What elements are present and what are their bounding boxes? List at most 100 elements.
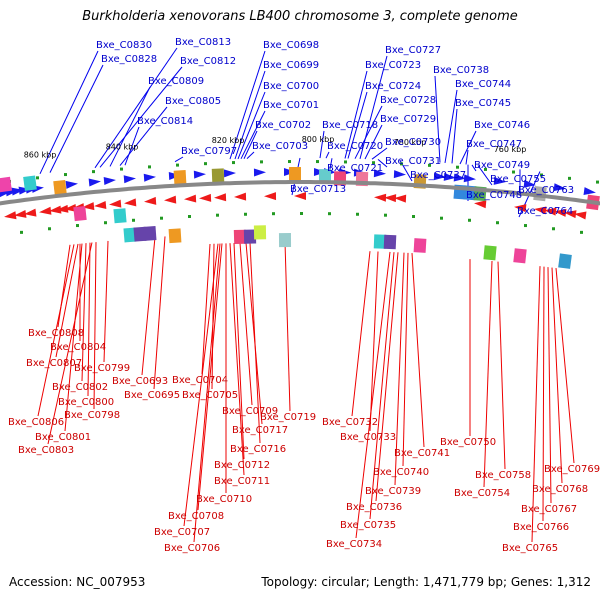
rna-mark bbox=[384, 213, 387, 217]
bottom-gene-label: Bxe_C0765 bbox=[502, 543, 558, 554]
bottom-gene-label: Bxe_C0799 bbox=[74, 363, 130, 374]
bottom-leader-line bbox=[249, 242, 261, 444]
bottom-leader-line bbox=[411, 253, 425, 448]
tick-label: 800 kbp bbox=[302, 135, 335, 144]
reverse-gene bbox=[564, 210, 577, 219]
bottom-gene-label: Bxe_C0804 bbox=[50, 342, 106, 353]
top-leader-line bbox=[325, 151, 330, 159]
top-leader-line bbox=[243, 130, 258, 159]
chromosome-backbone bbox=[0, 180, 600, 206]
reverse-gene-shape bbox=[574, 211, 587, 220]
reverse-gene-shape bbox=[124, 198, 137, 207]
bottom-gene-label: Bxe_C0739 bbox=[365, 486, 421, 497]
top-leader-line bbox=[434, 75, 441, 163]
reverse-gene bbox=[374, 193, 387, 202]
reverse-gene-shape bbox=[164, 195, 177, 204]
reverse-gene bbox=[64, 203, 77, 212]
forward-gene bbox=[65, 180, 78, 189]
bottom-gene-label: Bxe_C0704 bbox=[172, 375, 228, 386]
reverse-gene-shape bbox=[554, 208, 567, 217]
bottom-leader-line bbox=[87, 242, 91, 397]
forward-gene bbox=[583, 187, 596, 195]
forward-gene-shape bbox=[523, 179, 536, 188]
top-leader-line bbox=[174, 156, 184, 163]
top-gene-label: Bxe_C0713 bbox=[290, 184, 346, 195]
top-gene-label: Bxe_C0724 bbox=[365, 81, 421, 92]
bottom-gene-label: Bxe_C0732 bbox=[322, 417, 378, 428]
reverse-gene bbox=[264, 192, 277, 201]
rna-mark bbox=[120, 167, 123, 171]
forward-gene bbox=[88, 178, 101, 187]
bottom-gene-label: Bxe_C0733 bbox=[340, 432, 396, 443]
reverse-gene-shape bbox=[534, 206, 547, 215]
forward-gene-shape bbox=[223, 169, 236, 178]
top-gene-label: Bxe_C0731 bbox=[385, 156, 441, 167]
forward-gene bbox=[433, 172, 446, 181]
reverse-gene bbox=[544, 207, 557, 216]
tick-label: 860 kbp bbox=[24, 151, 57, 160]
top-gene-label: Bxe_C0797 bbox=[181, 146, 237, 157]
gene-category-block bbox=[558, 253, 572, 269]
gene-category-block bbox=[253, 225, 267, 240]
gene-category-block bbox=[288, 166, 302, 182]
top-gene-label: Bxe_C0700 bbox=[263, 81, 319, 92]
forward-gene-shape bbox=[65, 180, 78, 189]
bottom-gene-label: Bxe_C0707 bbox=[154, 527, 210, 538]
forward-gene bbox=[523, 179, 536, 188]
top-gene-label: Bxe_C0828 bbox=[101, 54, 157, 65]
top-leader-line bbox=[39, 50, 99, 175]
reverse-gene-shape bbox=[294, 192, 306, 200]
rna-mark bbox=[580, 230, 583, 234]
bottom-leader-line bbox=[229, 243, 245, 476]
rna-mark bbox=[204, 162, 207, 166]
reverse-gene bbox=[214, 193, 227, 202]
rna-mark bbox=[484, 167, 487, 171]
top-gene-label: Bxe_C0738 bbox=[433, 65, 489, 76]
gene-category-block bbox=[133, 226, 147, 242]
forward-gene-shape bbox=[443, 172, 456, 181]
gene-category-block bbox=[113, 208, 127, 224]
reverse-gene bbox=[294, 192, 306, 200]
rna-mark bbox=[76, 224, 79, 228]
top-gene-label: Bxe_C0729 bbox=[380, 114, 436, 125]
rna-mark bbox=[344, 160, 347, 164]
reverse-gene bbox=[94, 200, 107, 209]
accession-text: Accession: NC_007953 bbox=[9, 575, 146, 589]
rna-mark bbox=[92, 170, 95, 174]
gene-category-block bbox=[173, 170, 187, 185]
bottom-gene-label: Bxe_C0708 bbox=[168, 511, 224, 522]
rna-mark bbox=[328, 212, 331, 216]
bottom-gene-label: Bxe_C0736 bbox=[346, 502, 402, 513]
top-gene-label: Bxe_C0702 bbox=[255, 120, 311, 131]
reverse-gene bbox=[109, 199, 122, 208]
top-gene-label: Bxe_C0744 bbox=[455, 79, 511, 90]
bottom-gene-label: Bxe_C0716 bbox=[230, 444, 286, 455]
bottom-gene-label: Bxe_C0693 bbox=[112, 376, 168, 387]
bottom-gene-label: Bxe_C0766 bbox=[513, 522, 569, 533]
top-leader-line bbox=[94, 47, 178, 169]
forward-gene-shape bbox=[193, 170, 206, 179]
top-gene-label: Bxe_C0745 bbox=[455, 98, 511, 109]
bottom-gene-label: Bxe_C0767 bbox=[521, 504, 577, 515]
forward-gene-shape bbox=[463, 174, 476, 183]
bottom-gene-label: Bxe_C0709 bbox=[222, 406, 278, 417]
tick-label: 760 kbp bbox=[494, 145, 527, 154]
reverse-gene bbox=[199, 193, 212, 202]
rna-mark bbox=[36, 176, 39, 180]
forward-gene-shape bbox=[553, 183, 566, 192]
top-gene-label: Bxe_C0812 bbox=[180, 56, 236, 67]
bottom-leader-line bbox=[375, 252, 399, 502]
bottom-leader-line bbox=[547, 267, 552, 504]
rna-mark bbox=[428, 163, 431, 167]
bottom-gene-label: Bxe_C0798 bbox=[64, 410, 120, 421]
bottom-leader-line bbox=[284, 242, 291, 412]
top-leader-line bbox=[246, 151, 255, 160]
bottom-leader-line bbox=[239, 242, 253, 406]
reverse-gene-shape bbox=[199, 193, 212, 202]
forward-gene-shape bbox=[583, 187, 596, 195]
bottom-leader-line bbox=[193, 243, 221, 543]
top-leader-line bbox=[471, 164, 477, 172]
forward-gene-shape bbox=[393, 170, 406, 179]
rna-mark bbox=[288, 160, 291, 164]
bottom-gene-label: Bxe_C0710 bbox=[196, 494, 252, 505]
